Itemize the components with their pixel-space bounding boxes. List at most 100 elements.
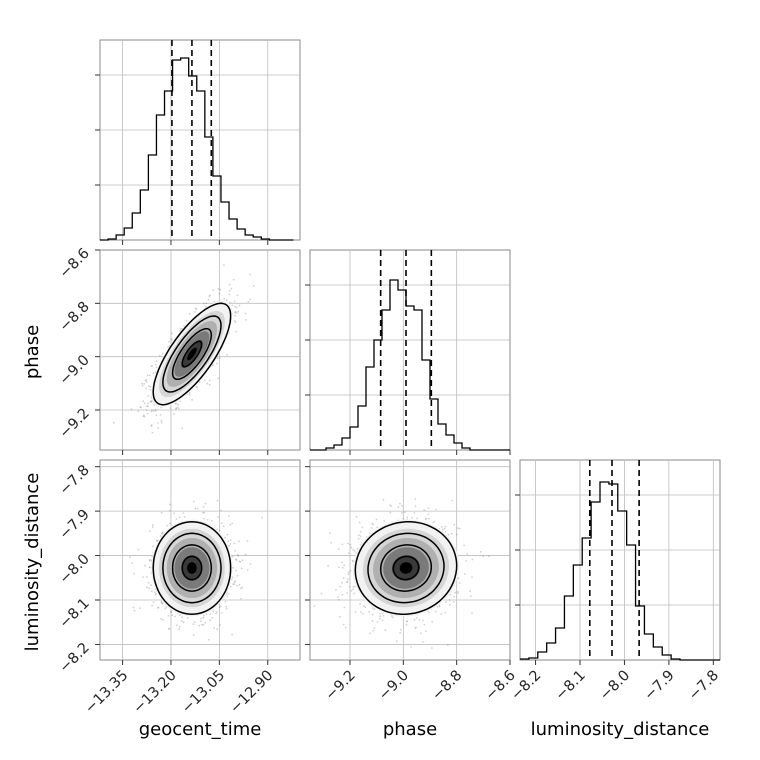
sample-point xyxy=(171,339,173,341)
sample-point xyxy=(357,537,360,540)
sample-point xyxy=(152,601,155,603)
sample-point xyxy=(188,393,191,396)
sample-point xyxy=(168,509,171,512)
sample-point xyxy=(204,621,207,624)
sample-point xyxy=(428,611,430,614)
contour-level-0 xyxy=(181,340,203,368)
sample-point xyxy=(181,427,184,430)
sample-point xyxy=(175,407,177,410)
sample-point xyxy=(337,596,339,599)
density-fill-5 xyxy=(399,562,413,574)
sample-point xyxy=(235,330,238,333)
contour-level-3 xyxy=(152,302,232,406)
sample-point xyxy=(400,628,402,631)
sample-point xyxy=(241,559,244,562)
xtick-label-geocent-time-0: −13.35 xyxy=(82,668,131,717)
sample-point xyxy=(335,589,337,591)
sample-point xyxy=(204,502,207,505)
sample-point xyxy=(234,321,237,323)
xtick-label-luminosity-distance-0: −8.2 xyxy=(508,668,544,704)
density-fill-5 xyxy=(187,562,197,574)
sample-point xyxy=(352,560,354,563)
sample-point xyxy=(204,305,207,308)
sample-point xyxy=(206,382,209,385)
sample-point xyxy=(150,584,153,586)
sample-point xyxy=(159,414,162,416)
sample-point xyxy=(401,504,403,507)
sample-point xyxy=(213,627,216,629)
sample-point xyxy=(353,550,356,552)
joint-inner xyxy=(310,460,510,660)
sample-point xyxy=(422,619,424,622)
sample-point xyxy=(372,523,375,526)
sample-point xyxy=(141,385,144,387)
sample-point xyxy=(427,513,430,516)
sample-point xyxy=(226,595,229,598)
sample-point xyxy=(458,527,461,530)
sample-point xyxy=(156,422,159,424)
sample-point xyxy=(229,301,231,304)
sample-point xyxy=(375,518,378,521)
sample-point xyxy=(424,518,427,521)
sample-point xyxy=(413,618,416,621)
sample-point xyxy=(218,529,221,532)
ytick-label-luminosity-distance-4: −7.8 xyxy=(57,462,93,498)
sample-point xyxy=(179,327,182,330)
sample-point xyxy=(240,587,242,590)
sample-point xyxy=(347,578,349,581)
sample-point xyxy=(152,372,155,374)
sample-point xyxy=(236,584,238,587)
xtick-label-luminosity-distance-4: −7.8 xyxy=(686,668,722,704)
sample-point xyxy=(154,408,157,411)
sample-point xyxy=(218,357,221,360)
ylabel-phase: phase xyxy=(22,325,43,379)
sample-point xyxy=(128,449,131,450)
sample-point xyxy=(147,395,150,397)
sample-point xyxy=(337,548,340,550)
sample-point xyxy=(195,385,198,388)
sample-point xyxy=(415,626,417,629)
sample-point xyxy=(201,623,204,626)
sample-point xyxy=(152,545,154,548)
sample-point xyxy=(147,385,150,388)
sample-point xyxy=(371,607,374,610)
sample-point xyxy=(180,620,183,623)
sample-point xyxy=(173,512,175,515)
sample-point xyxy=(327,564,329,567)
xtick-label-geocent-time-2: −13.05 xyxy=(179,668,228,717)
sample-point xyxy=(392,616,394,619)
sample-point xyxy=(229,539,232,542)
sample-point xyxy=(434,610,437,613)
xtick-label-luminosity-distance-2: −8.0 xyxy=(597,668,633,704)
sample-point xyxy=(149,530,151,533)
sample-point xyxy=(175,403,178,405)
panel-frame-1-1 xyxy=(309,249,511,451)
sample-point xyxy=(228,544,231,547)
xlabel-phase: phase xyxy=(383,719,437,740)
sample-point xyxy=(352,548,354,551)
sample-point xyxy=(361,612,364,615)
sample-point xyxy=(203,379,206,382)
sample-point xyxy=(131,562,134,564)
sample-point xyxy=(370,527,373,529)
sample-point xyxy=(384,629,387,632)
sample-point xyxy=(381,612,384,615)
sample-point xyxy=(339,585,342,588)
sample-point xyxy=(435,508,437,511)
sample-point xyxy=(152,524,154,527)
sample-point xyxy=(208,383,211,386)
sample-point xyxy=(353,592,356,595)
sample-point xyxy=(209,294,211,297)
sample-point xyxy=(231,555,234,558)
sample-point xyxy=(238,304,241,307)
sample-point xyxy=(354,585,356,588)
sample-point xyxy=(209,613,212,615)
ytick-label-phase-2: −8.8 xyxy=(57,299,93,335)
sample-point xyxy=(379,615,382,618)
sample-point xyxy=(186,617,189,619)
sample-point xyxy=(382,498,385,501)
sample-point xyxy=(347,542,349,545)
sample-point xyxy=(227,593,230,595)
sample-point xyxy=(219,624,222,626)
sample-point xyxy=(151,365,154,367)
